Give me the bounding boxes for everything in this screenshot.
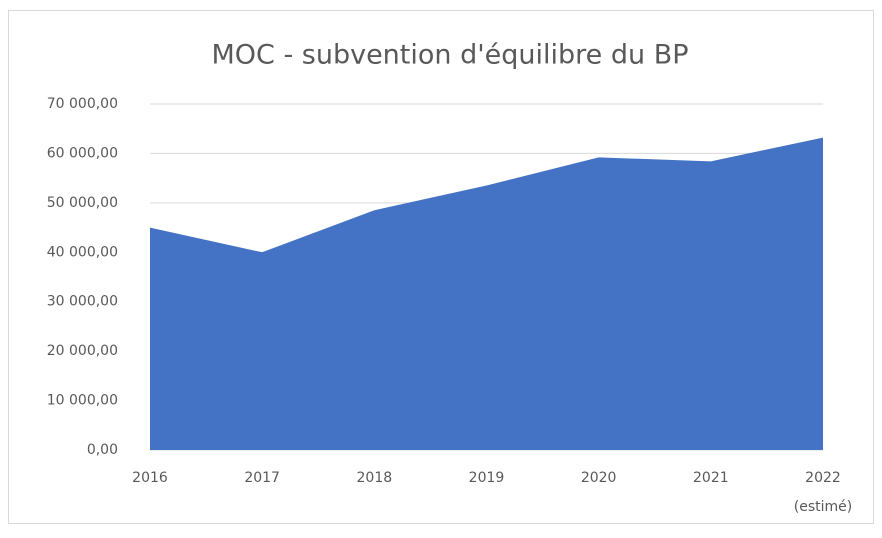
x-tick-label: 2021 — [693, 470, 729, 486]
y-tick-label: 20 000,00 — [47, 343, 118, 359]
x-tick-label: 2016 — [132, 470, 168, 486]
x-tick-label: 2017 — [244, 470, 280, 486]
x-tick-label: 2022 (estimé) — [793, 470, 853, 515]
x-tick-label: 2018 — [356, 470, 393, 486]
y-tick-label: 10 000,00 — [47, 393, 118, 409]
y-tick-label: 30 000,00 — [47, 294, 118, 310]
area — [150, 137, 823, 450]
y-tick-label: 0,00 — [87, 442, 118, 458]
y-tick-label: 70 000,00 — [47, 96, 118, 112]
x-tick-label: 2020 — [580, 470, 617, 486]
y-tick-label: 50 000,00 — [47, 195, 118, 211]
chart-frame — [8, 10, 874, 524]
chart-title: MOC - subvention d'équilibre du BP — [211, 40, 688, 71]
y-tick-label: 60 000,00 — [47, 145, 118, 161]
x-tick-label: 2019 — [468, 470, 505, 486]
y-tick-label: 40 000,00 — [47, 244, 118, 260]
